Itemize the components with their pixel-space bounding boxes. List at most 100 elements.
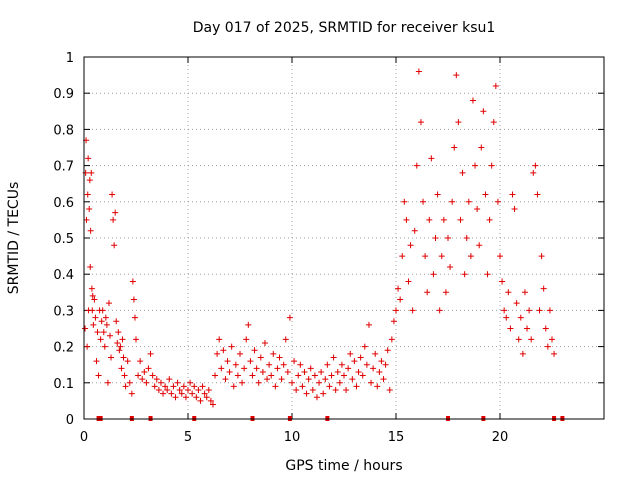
data-point [112,209,119,216]
y-tick-label: 0.3 [53,304,74,319]
data-point [353,383,360,390]
data-point [311,372,318,379]
data-point [293,387,300,394]
data-point [532,162,539,169]
data-point [440,216,447,223]
data-point [133,336,139,343]
data-point [99,307,106,314]
data-point [380,376,387,383]
data-point [324,361,331,368]
data-point [139,376,146,383]
data-point [345,365,352,372]
y-tick-label: 0.4 [53,268,74,283]
data-point [176,387,183,394]
data-point [143,379,150,386]
data-point [501,307,508,314]
data-point [115,329,122,336]
data-point [114,339,121,346]
data-point [224,358,231,365]
data-point [318,368,325,375]
data-point [457,216,464,223]
data-point [220,347,227,354]
data-point [436,307,443,314]
data-point [90,321,97,328]
data-point [102,314,109,321]
data-point [109,191,116,198]
data-point [482,191,489,198]
data-point [126,379,133,386]
data-point [357,354,364,361]
data-point [289,379,295,386]
data-point [517,314,524,321]
data-point [467,253,474,260]
data-point [187,379,194,386]
data-point [243,336,250,343]
data-point [137,358,144,365]
data-point [445,235,451,241]
data-point [153,376,160,383]
data-point [108,354,115,361]
data-point [162,383,169,390]
data-point [226,368,233,375]
data-point [465,198,472,205]
data-point [420,198,427,205]
data-point [121,372,128,379]
data-point [84,191,91,198]
data-point [411,227,418,234]
data-point [549,336,555,343]
data-point [349,376,356,383]
data-point [497,253,503,260]
data-point [98,318,105,325]
data-point [119,336,126,343]
data-point [480,108,487,115]
x-axis-label: GPS time / hours [285,458,402,474]
data-point [251,347,258,354]
data-point [100,329,107,336]
data-point [189,390,196,397]
data-point [89,307,96,314]
data-point [472,162,479,169]
data-point [505,289,512,296]
data-point [185,387,191,394]
data-point [157,379,164,386]
data-point [449,198,456,205]
data-point [469,97,476,104]
data-point [107,332,113,339]
data-point [393,307,399,314]
data-point [355,368,362,375]
y-tick-label: 0.9 [53,87,74,102]
data-point [413,162,420,169]
data-point [297,361,304,368]
data-point [128,390,135,397]
data-point [207,397,214,404]
data-point [268,372,275,379]
data-point [270,350,277,357]
y-tick-label: 0.8 [53,123,74,138]
data-point [386,387,393,394]
data-point [538,253,545,260]
data-point [422,253,429,260]
data-point [91,296,98,303]
grid [84,57,604,419]
data-point [536,307,543,314]
data-point [363,361,370,368]
x-tick-label: 10 [284,430,301,445]
data-point [149,372,156,379]
data-point [405,278,412,285]
data-point [313,394,320,401]
data-point [307,365,314,372]
data-point [428,155,435,162]
data-point [399,253,406,260]
data-point [218,365,225,372]
data-point [438,253,445,260]
data-point [530,169,537,176]
data-point [228,343,235,350]
data-point [216,336,223,343]
data-point [291,358,298,365]
data-point [476,242,483,249]
data-point [266,361,273,368]
data-point [122,383,129,390]
data-point [430,271,437,278]
data-point [478,144,485,151]
data-point [84,343,91,350]
